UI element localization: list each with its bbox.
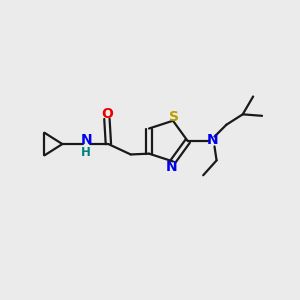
Text: N: N (80, 134, 92, 148)
Text: S: S (169, 110, 179, 124)
Text: O: O (101, 107, 113, 121)
Text: N: N (207, 133, 219, 147)
Text: H: H (81, 146, 91, 159)
Text: N: N (166, 160, 178, 174)
